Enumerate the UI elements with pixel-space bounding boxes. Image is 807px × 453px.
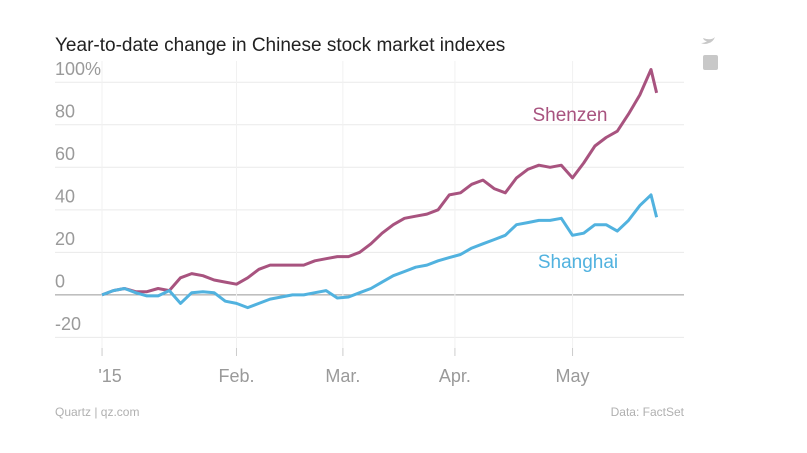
x-tick-label: Apr. — [439, 366, 471, 386]
series-label: Shenzen — [532, 105, 607, 126]
y-tick-label: -20 — [55, 314, 81, 334]
x-tick-label: Mar. — [325, 366, 360, 386]
chart-title: Year-to-date change in Chinese stock mar… — [55, 35, 505, 56]
y-tick-label: 40 — [55, 187, 75, 207]
x-tick-label: May — [556, 366, 590, 386]
y-tick-label: 20 — [55, 229, 75, 249]
series-line — [101, 68, 659, 297]
y-tick-label: 80 — [55, 102, 75, 122]
facebook-icon[interactable] — [703, 55, 718, 70]
share-icons — [701, 37, 718, 70]
twitter-icon[interactable] — [701, 37, 715, 44]
x-tick-label: '15 — [98, 366, 121, 386]
series-line — [101, 193, 659, 310]
y-tick-label: 100% — [55, 59, 101, 79]
credit: Quartz | qz.com — [55, 405, 139, 419]
x-tick-label: Feb. — [218, 366, 254, 386]
source: Data: FactSet — [611, 405, 685, 419]
series-label: Shanghai — [538, 252, 618, 273]
y-tick-label: 60 — [55, 144, 75, 164]
y-tick-label: 0 — [55, 272, 65, 292]
